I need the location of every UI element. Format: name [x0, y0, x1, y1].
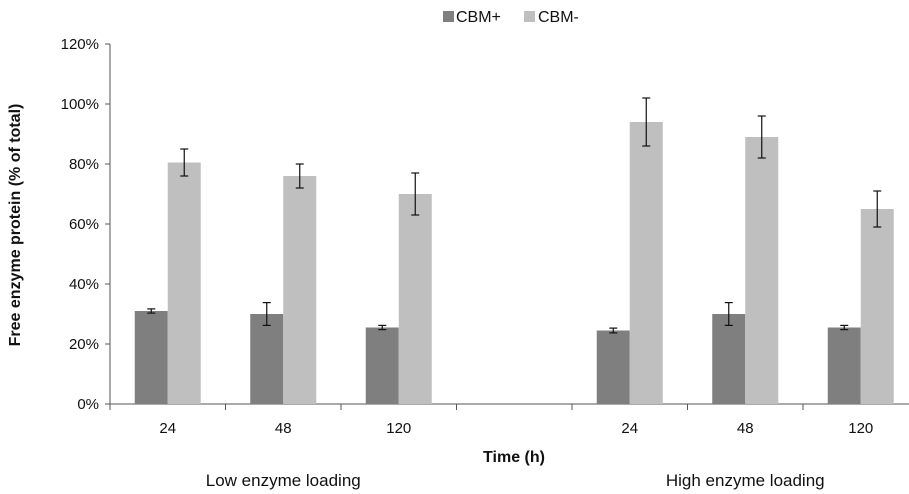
group-labels: Low enzyme loading High enzyme loading — [206, 471, 825, 490]
bar-cbm-plus — [827, 327, 861, 404]
bar-cbm-plus — [365, 327, 399, 404]
y-ticks: 0% 20% 40% 60% 80% 100% 120% — [61, 36, 110, 413]
x-tick-label: 24 — [159, 420, 176, 437]
y-tick-label: 100% — [61, 96, 99, 113]
group-label: High enzyme loading — [666, 471, 825, 490]
y-tick-label: 40% — [69, 276, 99, 293]
y-axis-title: Free enzyme protein (% of total) — [7, 104, 24, 347]
bar-cbm-plus — [712, 314, 746, 404]
bar-cbm-plus — [596, 330, 630, 404]
legend-swatch-cbm-minus — [524, 11, 535, 22]
legend-label-cbm-plus: CBM+ — [456, 9, 501, 26]
bars — [134, 122, 894, 404]
error-bars — [147, 97, 882, 334]
bar-cbm-plus — [250, 314, 284, 404]
bar-cbm-minus — [745, 137, 779, 404]
bar-cbm-minus — [629, 122, 663, 404]
x-tick-label: 120 — [386, 420, 411, 437]
x-tick-label: 48 — [275, 420, 292, 437]
x-tick-label: 48 — [737, 420, 754, 437]
y-tick-label: 20% — [69, 336, 99, 353]
x-tick-label: 24 — [621, 420, 638, 437]
legend-swatch-cbm-plus — [443, 11, 454, 22]
y-tick-label: 80% — [69, 156, 99, 173]
y-tick-label: 120% — [61, 36, 99, 53]
x-tick-label: 120 — [848, 420, 873, 437]
legend-label-cbm-minus: CBM- — [538, 9, 579, 26]
bar-cbm-minus — [167, 162, 201, 404]
y-tick-label: 0% — [77, 396, 99, 413]
bar-cbm-minus — [860, 209, 894, 404]
bar-cbm-plus — [134, 311, 168, 404]
legend: CBM+ CBM- — [443, 9, 579, 26]
bar-cbm-minus — [398, 194, 432, 404]
group-label: Low enzyme loading — [206, 471, 361, 490]
y-tick-label: 60% — [69, 216, 99, 233]
x-ticks: 24 48 120 24 48 120 — [109, 404, 873, 437]
x-axis-title: Time (h) — [483, 449, 545, 466]
bar-cbm-minus — [283, 176, 317, 404]
